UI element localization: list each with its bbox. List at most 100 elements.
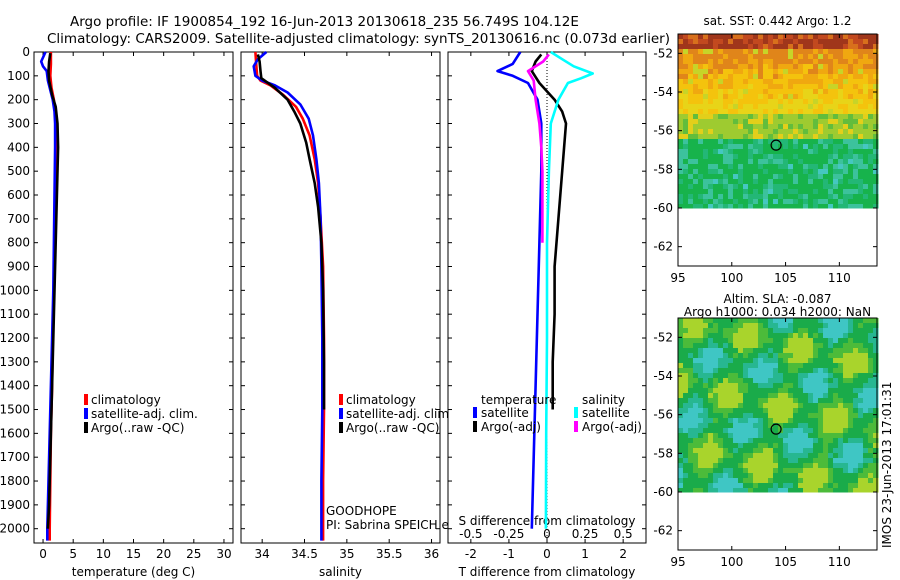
heatmap-cell [703,403,709,409]
heatmap-cell [698,69,704,75]
heatmap-cell [748,473,754,479]
heatmap-cell [723,338,729,344]
heatmap-cell [683,453,689,459]
heatmap-cell [688,413,694,419]
heatmap-cell [743,393,749,399]
heatmap-cell [838,353,844,359]
heatmap-cell [773,438,779,444]
heatmap-cell [788,99,794,105]
heatmap-cell [678,99,684,105]
heatmap-cell [738,184,744,190]
heatmap-cell [803,348,809,354]
heatmap-cell [873,154,879,160]
heatmap-cell [703,338,709,344]
heatmap-cell [783,144,789,150]
heatmap-cell [803,159,809,165]
heatmap-cell [828,49,834,55]
heatmap-cell [828,328,834,334]
heatmap-cell [833,443,839,449]
heatmap-cell [848,323,854,329]
heatmap-cell [768,338,774,344]
heatmap-cell [788,139,794,145]
heatmap-cell [723,348,729,354]
heatmap-cell [698,353,704,359]
heatmap-cell [778,363,784,369]
heatmap-cell [738,89,744,95]
sst_map-heatmap-cells [678,34,879,209]
heatmap-cell [758,84,764,90]
heatmap-cell [763,318,769,324]
heatmap-cell [773,194,779,200]
heatmap-cell [763,458,769,464]
heatmap-cell [733,398,739,404]
heatmap-cell [698,328,704,334]
heatmap-cell [693,54,699,60]
heatmap-cell [693,333,699,339]
heatmap-cell [818,353,824,359]
heatmap-cell [853,483,859,489]
heatmap-cell [873,149,879,155]
heatmap-cell [863,119,869,125]
salinity-xtick-label: 34 [255,547,270,561]
heatmap-cell [738,189,744,195]
heatmap-cell [863,174,869,180]
heatmap-cell [793,49,799,55]
heatmap-cell [823,398,829,404]
heatmap-cell [678,328,684,334]
heatmap-cell [793,318,799,324]
heatmap-cell [778,383,784,389]
heatmap-cell [753,144,759,150]
heatmap-cell [688,44,694,50]
heatmap-cell [753,54,759,60]
heatmap-cell [848,488,854,493]
heatmap-cell [833,333,839,339]
heatmap-cell [728,403,734,409]
heatmap-cell [763,488,769,493]
heatmap-cell [688,333,694,339]
heatmap-cell [773,448,779,454]
heatmap-cell [743,199,749,205]
heatmap-cell [823,428,829,434]
heatmap-cell [753,164,759,170]
heatmap-cell [738,119,744,125]
heatmap-cell [788,169,794,175]
heatmap-cell [778,159,784,165]
heatmap-cell [768,204,774,209]
heatmap-cell [858,174,864,180]
heatmap-cell [733,114,739,120]
heatmap-cell [868,328,874,334]
heatmap-cell [763,64,769,70]
heatmap-cell [718,353,724,359]
heatmap-cell [728,99,734,105]
heatmap-cell [868,318,874,324]
heatmap-cell [718,333,724,339]
heatmap-cell [858,44,864,50]
heatmap-cell [728,124,734,130]
heatmap-cell [853,174,859,180]
heatmap-cell [788,318,794,324]
sst_map-xtick-label: 110 [828,271,851,285]
heatmap-cell [838,448,844,454]
heatmap-cell [683,438,689,444]
s-diff-tick-label: 0 [543,527,551,541]
heatmap-cell [683,114,689,120]
heatmap-cell [708,199,714,205]
heatmap-cell [833,94,839,100]
heatmap-cell [793,44,799,50]
heatmap-cell [708,418,714,424]
heatmap-cell [743,468,749,474]
heatmap-cell [758,468,764,474]
heatmap-cell [698,199,704,205]
heatmap-cell [683,428,689,434]
heatmap-cell [763,94,769,100]
heatmap-cell [813,109,819,115]
heatmap-cell [823,154,829,160]
difference-xtick-label: 2 [619,547,627,561]
heatmap-cell [688,388,694,394]
heatmap-cell [798,124,804,130]
heatmap-cell [723,393,729,399]
heatmap-cell [828,199,834,205]
heatmap-cell [863,328,869,334]
heatmap-cell [758,114,764,120]
heatmap-cell [793,468,799,474]
